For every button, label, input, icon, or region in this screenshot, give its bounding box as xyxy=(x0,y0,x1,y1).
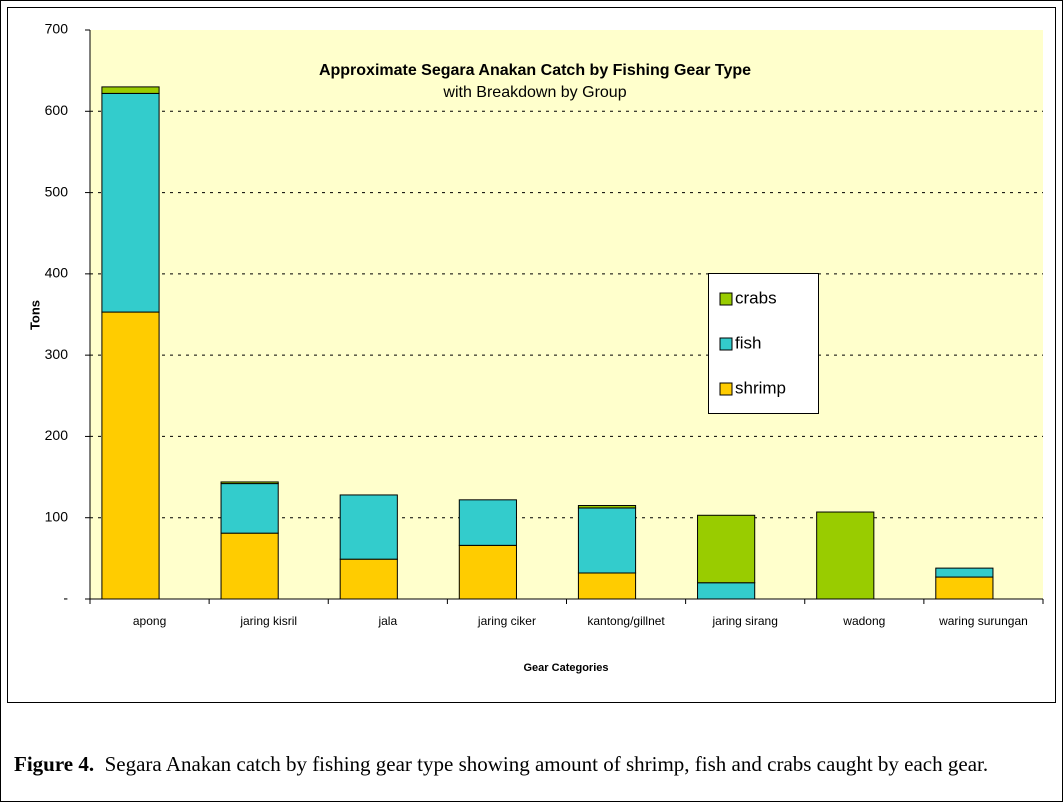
y-tick-label: 100 xyxy=(45,508,69,524)
chart-frame xyxy=(7,7,1056,703)
x-tick-label: jaring kisril xyxy=(239,614,297,628)
bar-segment xyxy=(101,86,160,94)
bar-segment xyxy=(339,558,398,600)
bar-segment xyxy=(577,572,637,600)
x-axis-label: Gear Categories xyxy=(524,662,609,674)
legend-swatch xyxy=(719,292,733,306)
x-tick-label: wadong xyxy=(842,614,885,628)
legend-swatch xyxy=(719,337,733,351)
y-tick-label: 600 xyxy=(45,102,69,118)
legend-label: crabs xyxy=(735,288,777,307)
chart-title: Approximate Segara Anakan Catch by Fishi… xyxy=(319,62,751,79)
caption-text: Segara Anakan catch by fishing gear type… xyxy=(104,752,989,776)
y-axis-label: Tons xyxy=(27,300,42,330)
bar-segment xyxy=(101,92,160,313)
bar-segment xyxy=(101,311,160,600)
x-tick-label: jaring ciker xyxy=(477,614,536,628)
bar-segment xyxy=(935,567,994,578)
legend-label: fish xyxy=(735,333,761,352)
y-tick-label: 200 xyxy=(45,427,69,443)
bar-segment xyxy=(935,576,994,600)
y-tick-label: 400 xyxy=(45,265,69,281)
bar-segment xyxy=(220,483,279,534)
x-tick-label: jala xyxy=(377,614,397,628)
y-tick-label: 700 xyxy=(45,21,69,37)
y-tick-label: - xyxy=(63,590,68,606)
bar-segment xyxy=(697,514,756,584)
y-tick-label: 500 xyxy=(45,183,69,199)
bar-segment xyxy=(220,532,279,600)
y-tick-label: 300 xyxy=(45,346,69,362)
x-tick-label: jaring sirang xyxy=(712,614,778,628)
caption-label: Figure 4. xyxy=(14,752,95,776)
bar-segment xyxy=(458,544,517,600)
bar-segment xyxy=(220,481,279,485)
bar-segment xyxy=(458,499,517,546)
bar-segment xyxy=(577,505,637,509)
legend-swatch xyxy=(719,382,733,396)
x-tick-label: apong xyxy=(133,614,166,628)
chart-subtitle: with Breakdown by Group xyxy=(442,84,626,101)
bar-segment xyxy=(816,511,875,600)
x-tick-label: waring surungan xyxy=(938,614,1028,628)
bar-segment xyxy=(339,494,398,560)
bar-segment xyxy=(577,507,637,574)
caption: Figure 4. Segara Anakan catch by fishing… xyxy=(14,750,1054,779)
legend-label: shrimp xyxy=(735,378,786,397)
bar-segment xyxy=(697,582,756,600)
x-tick-label: kantong/gillnet xyxy=(587,614,665,628)
